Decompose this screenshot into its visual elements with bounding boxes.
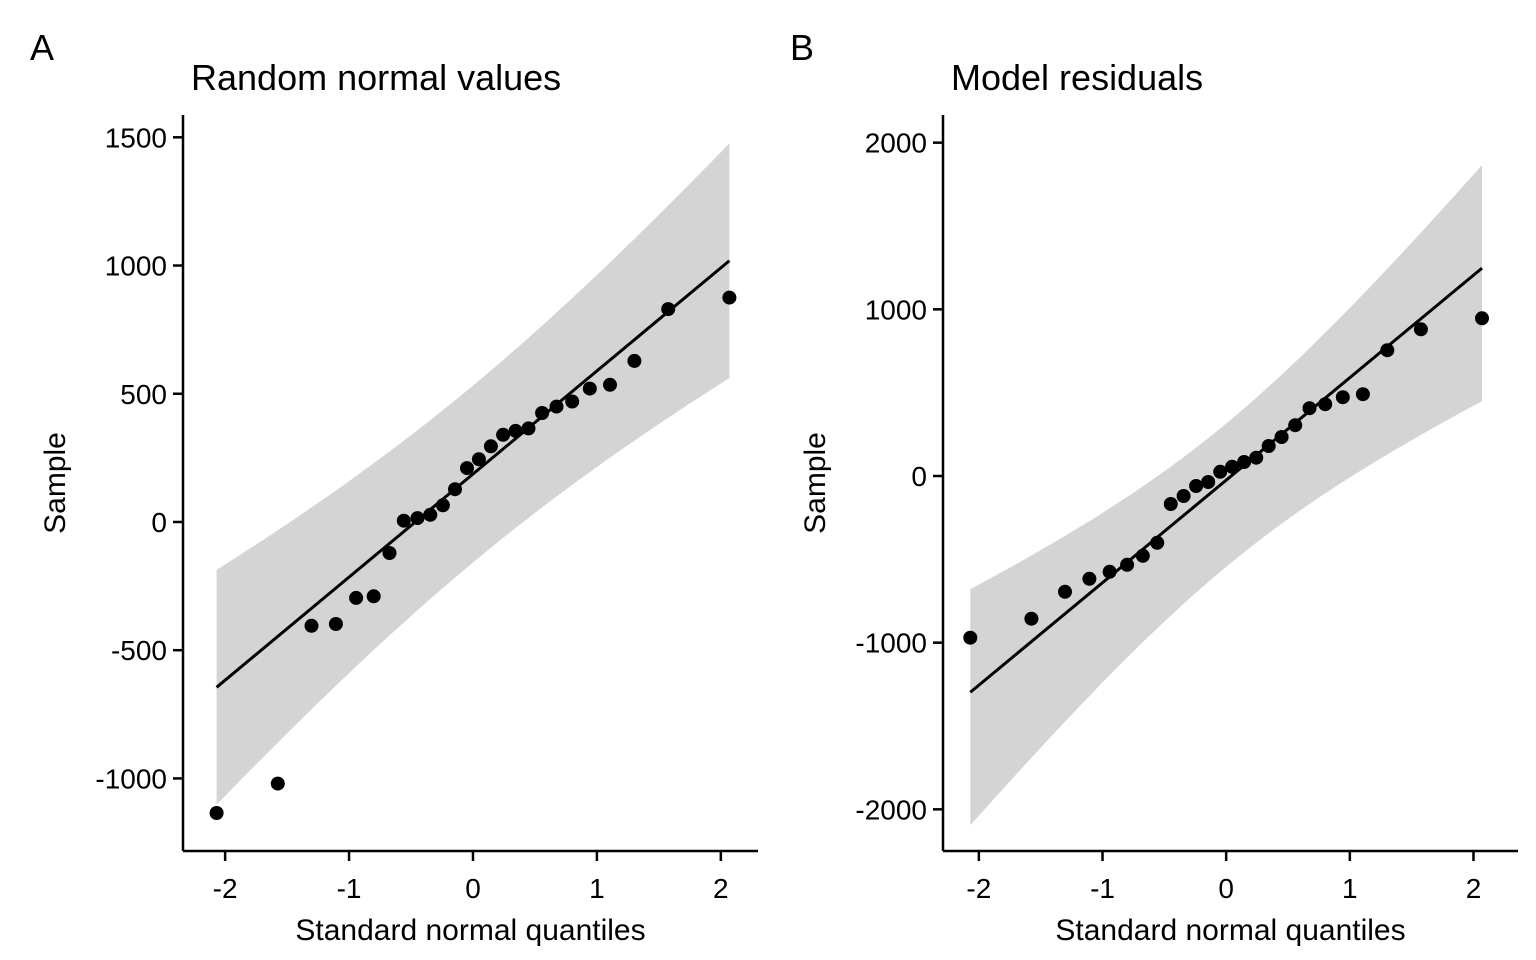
data-point <box>1413 322 1428 337</box>
data-point <box>627 353 642 368</box>
data-point <box>1302 401 1317 416</box>
data-point <box>1274 430 1289 444</box>
data-point <box>1058 584 1072 599</box>
data-point <box>722 290 737 305</box>
x-tick-label: 1 <box>589 873 605 904</box>
qq-line <box>215 259 731 689</box>
y-tick-label: 0 <box>911 461 927 492</box>
data-point <box>471 452 486 467</box>
data-point <box>366 589 381 604</box>
data-point <box>1288 418 1303 433</box>
data-point <box>521 421 536 436</box>
data-point <box>1213 464 1228 479</box>
data-point <box>496 427 511 442</box>
y-axis-title: Sample <box>39 432 72 534</box>
data-point <box>460 461 474 476</box>
x-tick-label: -2 <box>213 873 238 904</box>
data-point <box>1475 311 1489 326</box>
y-tick-label: -1000 <box>855 628 927 659</box>
qq-line <box>969 266 1483 694</box>
data-point <box>603 377 617 392</box>
y-tick-label: -2000 <box>855 794 927 825</box>
data-point <box>483 439 498 454</box>
data-point <box>1225 459 1240 474</box>
y-tick-label: 0 <box>151 507 167 538</box>
data-point <box>1201 475 1216 489</box>
data-point <box>410 511 425 526</box>
panel-tag: B <box>790 27 814 68</box>
data-point <box>508 423 523 438</box>
panel-tag: A <box>30 27 54 68</box>
data-point <box>1150 535 1165 550</box>
data-point <box>209 806 224 820</box>
data-point <box>1249 450 1264 465</box>
y-tick-label: 1000 <box>865 294 927 325</box>
data-point <box>549 399 564 414</box>
data-point <box>328 617 343 631</box>
y-tick-label: 1000 <box>105 251 167 282</box>
data-point <box>448 482 462 497</box>
x-tick-label: -2 <box>966 873 991 904</box>
data-point <box>1355 387 1370 402</box>
y-tick-label: 2000 <box>865 128 927 159</box>
x-tick-label: 1 <box>1342 873 1358 904</box>
data-point <box>565 394 580 409</box>
data-point <box>1135 548 1150 563</box>
x-tick-label: 0 <box>465 873 481 904</box>
data-point <box>1120 557 1135 572</box>
data-point <box>435 498 450 513</box>
y-axis-title: Sample <box>799 432 832 534</box>
data-point <box>382 546 397 560</box>
data-point <box>1318 397 1333 412</box>
data-point <box>349 590 364 605</box>
data-point <box>1335 390 1350 405</box>
data-point <box>1176 489 1191 503</box>
data-point <box>1163 497 1178 511</box>
x-axis-title: Standard normal quantiles <box>295 914 645 947</box>
data-point <box>661 302 676 317</box>
y-tick-label: -500 <box>111 635 167 666</box>
x-tick-label: 2 <box>1466 873 1482 904</box>
data-point <box>1189 479 1204 493</box>
data-point <box>1237 455 1252 469</box>
data-point <box>1380 343 1395 358</box>
confidence-band <box>970 165 1482 826</box>
y-tick-label: 1500 <box>105 122 167 153</box>
panel-title: Model residuals <box>951 57 1203 98</box>
x-tick-label: 2 <box>713 873 729 904</box>
data-point <box>1082 571 1097 586</box>
x-tick-label: 0 <box>1218 873 1234 904</box>
x-tick-label: -1 <box>337 873 362 904</box>
data-point <box>963 630 978 645</box>
data-point <box>396 513 411 528</box>
data-point <box>535 406 550 420</box>
x-tick-label: -1 <box>1090 873 1115 904</box>
x-axis-title: Standard normal quantiles <box>1055 914 1405 947</box>
data-point <box>1102 564 1117 579</box>
y-tick-label: -1000 <box>95 763 167 794</box>
data-point <box>1261 439 1276 453</box>
data-point <box>423 507 438 522</box>
panel-title: Random normal values <box>191 57 561 98</box>
data-point <box>270 776 285 791</box>
data-point <box>304 618 319 633</box>
y-tick-label: 500 <box>120 379 167 410</box>
data-point <box>582 381 597 396</box>
data-point <box>1024 611 1039 626</box>
